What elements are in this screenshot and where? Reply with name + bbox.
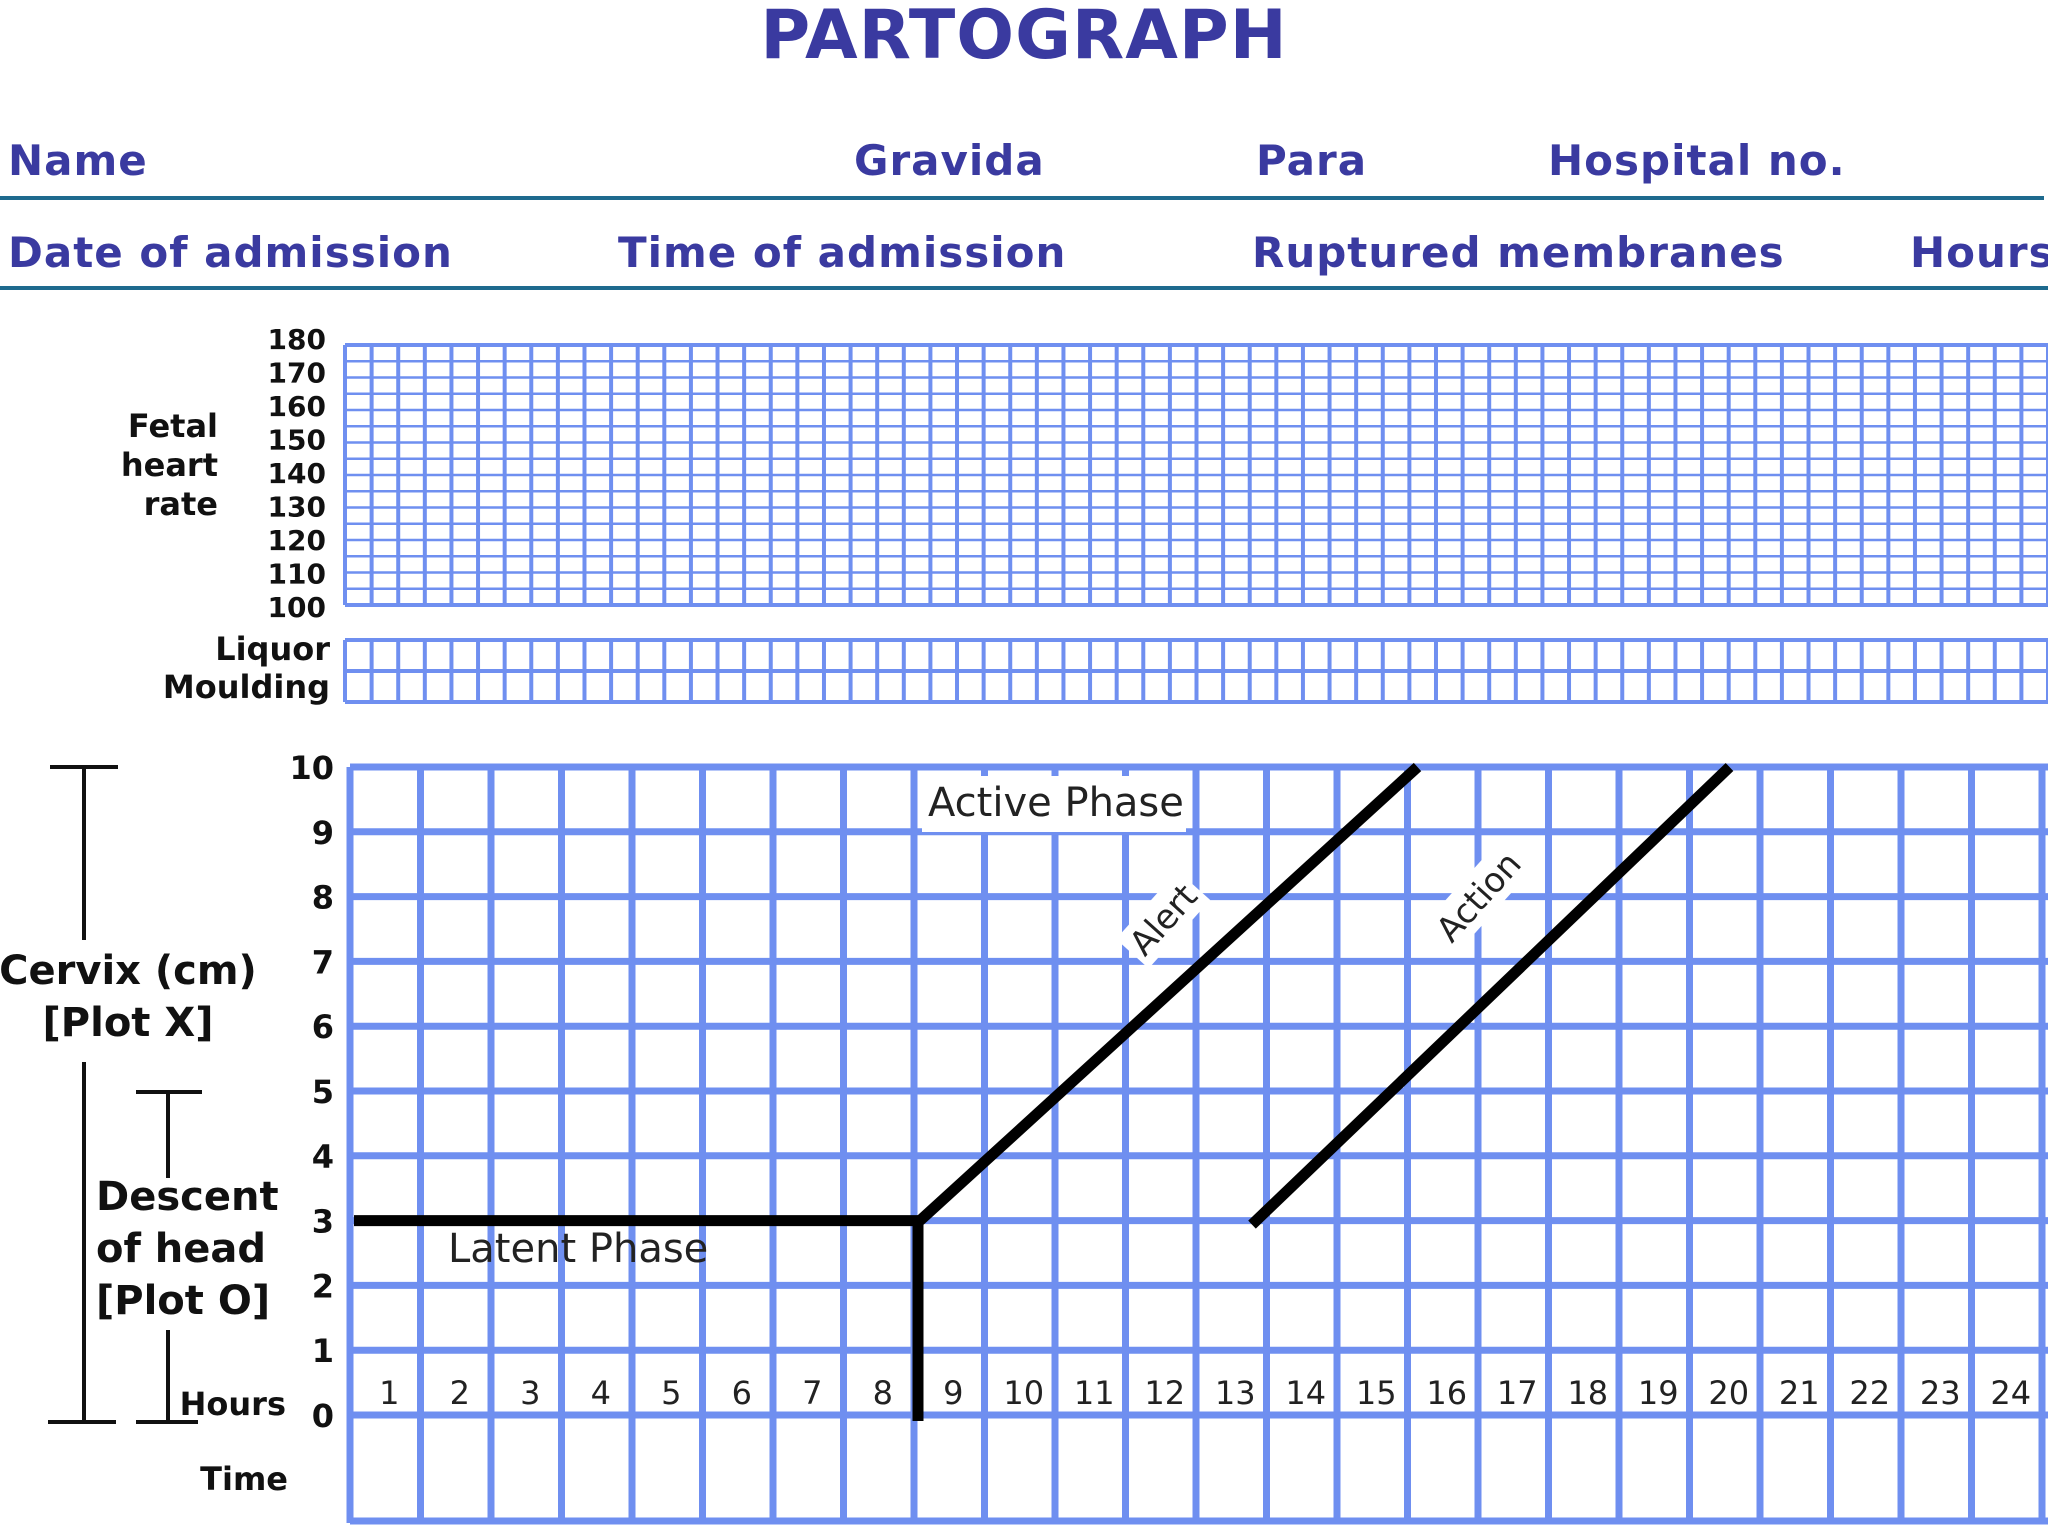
hour-tick-label: 18: [1567, 1374, 1608, 1412]
cervix-tick-label: 4: [312, 1138, 334, 1176]
time-row-label: Time: [200, 1460, 288, 1498]
hour-tick-label: 6: [732, 1374, 752, 1412]
fhr-tick-label: 180: [268, 323, 326, 356]
cervix-tick-label: 8: [312, 879, 334, 917]
fhr-tick-label: 140: [268, 457, 326, 490]
moulding-label: Moulding: [163, 668, 330, 706]
alert-label-bg: [1115, 870, 1211, 969]
header-rule-1: [0, 196, 2044, 200]
fhr-tick-label: 150: [268, 424, 326, 457]
hour-tick-label: 5: [661, 1374, 681, 1412]
fhr-label-line: heart: [121, 446, 218, 484]
hour-tick-label: 15: [1356, 1374, 1397, 1412]
hour-tick-label: 16: [1426, 1374, 1467, 1412]
cervix-grid: [346, 763, 2048, 1525]
liquor-moulding-grid: [343, 638, 2048, 704]
hour-tick-label: 19: [1638, 1374, 1679, 1412]
fhr-tick-label: 120: [268, 524, 326, 557]
fhr-tick-label: 170: [268, 357, 326, 390]
descent-axis-label-line: [Plot O]: [96, 1278, 270, 1324]
hour-tick-label: 2: [450, 1374, 470, 1412]
hour-tick-label: 10: [1003, 1374, 1044, 1412]
liquor-label: Liquor: [215, 630, 330, 668]
cervix-tick-label: 9: [312, 814, 334, 852]
hour-tick-label: 14: [1285, 1374, 1326, 1412]
hour-tick-label: 13: [1215, 1374, 1256, 1412]
para-field-label: Para: [1256, 136, 1368, 185]
hours-axis-label: Hours: [180, 1385, 286, 1423]
hour-tick-label: 20: [1708, 1374, 1749, 1412]
fhr-tick-label: 160: [268, 390, 326, 423]
fhr-label-line: rate: [144, 485, 218, 523]
latent-phase-label: Latent Phase: [448, 1226, 708, 1272]
ruptured-membranes-field-label: Ruptured membranes: [1252, 228, 1785, 277]
name-field-label: Name: [8, 136, 148, 185]
date-of-admission-field-label: Date of admission: [8, 228, 453, 277]
cervix-tick-label: 0: [312, 1397, 334, 1435]
hour-tick-label: 1: [379, 1374, 399, 1412]
header-rule-2: [0, 286, 2048, 290]
cervix-axis-label-line: [Plot X]: [43, 1000, 214, 1046]
fhr-tick-label: 130: [268, 491, 326, 524]
fetal-heart-rate-grid: [343, 343, 2048, 607]
fhr-label-line: Fetal: [128, 407, 218, 445]
action-line: [1248, 763, 1734, 1229]
hour-tick-label: 21: [1779, 1374, 1820, 1412]
descent-axis-label-line: Descent: [96, 1174, 279, 1220]
axis-brackets: [48, 765, 202, 1424]
action-label-bg: [1421, 837, 1535, 956]
cervix-tick-label: 3: [312, 1203, 334, 1241]
hour-tick-label: 9: [943, 1374, 963, 1412]
gravida-field-label: Gravida: [854, 136, 1045, 185]
descent-axis-label-line: of head: [96, 1226, 266, 1272]
time-of-admission-field-label: Time of admission: [618, 228, 1067, 277]
cervix-tick-label: 5: [312, 1073, 334, 1111]
hour-tick-label: 12: [1144, 1374, 1185, 1412]
hour-tick-label: 23: [1920, 1374, 1961, 1412]
cervix-tick-label: 1: [312, 1332, 334, 1370]
active-phase-label-bg: [922, 776, 1186, 832]
fhr-tick-label: 110: [268, 558, 326, 591]
hour-tick-label: 4: [591, 1374, 611, 1412]
cervix-tick-label: 6: [312, 1008, 334, 1046]
hour-tick-label: 24: [1990, 1374, 2031, 1412]
hour-tick-label: 17: [1497, 1374, 1538, 1412]
fhr-tick-label: 100: [268, 591, 326, 624]
hour-tick-label: 7: [802, 1374, 822, 1412]
cervix-tick-label: 2: [312, 1267, 334, 1305]
active-phase-label: Active Phase: [928, 780, 1184, 826]
hour-tick-label: 8: [873, 1374, 893, 1412]
hour-tick-label: 11: [1074, 1374, 1115, 1412]
cervix-tick-label: 7: [312, 943, 334, 981]
hospital-no-field-label: Hospital no.: [1548, 136, 1846, 185]
cervix-tick-label: 10: [289, 749, 334, 787]
cervix-axis-label-line: Cervix (cm): [0, 948, 257, 994]
hour-tick-label: 3: [520, 1374, 540, 1412]
hour-tick-label: 22: [1849, 1374, 1890, 1412]
alert-line: [916, 762, 1422, 1225]
hours-field-label: Hours: [1910, 228, 2048, 277]
page-title: PARTOGRAPH: [760, 0, 1288, 75]
